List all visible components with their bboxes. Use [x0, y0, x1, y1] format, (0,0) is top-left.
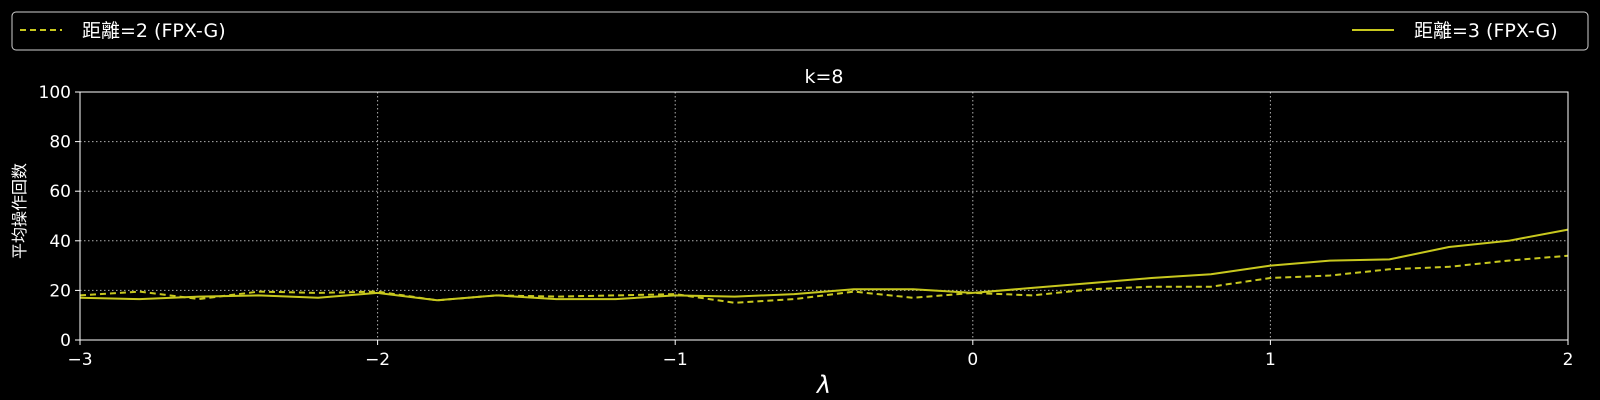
x-tick-label: 2: [1563, 350, 1574, 370]
chart-title: k=8: [804, 66, 843, 88]
series-line-2: [79, 228, 1569, 302]
x-tick-label: −2: [365, 350, 390, 370]
y-tick-label: 40: [49, 232, 71, 252]
plot-frame: [79, 91, 1569, 341]
legend: 距離=2 (FPX-G) 距離=3 (FPX-G): [11, 11, 1589, 51]
legend-label-series-2: 距離=3 (FPX-G): [1414, 20, 1558, 42]
y-tick-label: 80: [49, 133, 71, 153]
legend-label-series-1: 距離=2 (FPX-G): [82, 20, 226, 42]
y-axis-ticks: 0 20 40 60 80 100: [39, 83, 80, 351]
legend-frame: [11, 11, 1589, 51]
x-tick-label: −1: [663, 350, 688, 370]
x-tick-label: 0: [967, 350, 978, 370]
x-axis-label: λ: [815, 371, 831, 399]
y-tick-label: 0: [60, 331, 71, 351]
y-tick-label: 60: [49, 182, 71, 202]
x-tick-label: −3: [67, 350, 92, 370]
x-axis-ticks: −3 −2 −1 0 1 2: [67, 340, 1573, 370]
x-tick-label: 1: [1265, 350, 1276, 370]
y-tick-label: 100: [39, 83, 71, 103]
y-axis-label: 平均操作回数: [10, 163, 29, 259]
y-tick-label: 20: [49, 281, 71, 301]
series-line-1: [79, 254, 1569, 304]
grid: [80, 92, 1568, 340]
series-layer: [79, 228, 1569, 304]
